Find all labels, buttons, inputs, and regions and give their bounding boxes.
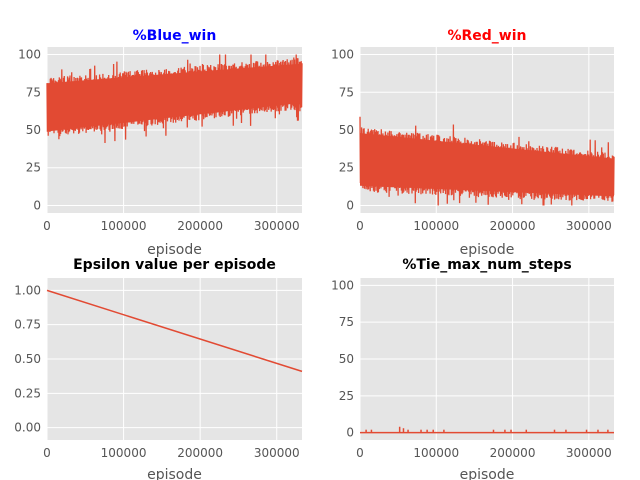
series-line <box>46 289 303 373</box>
y-tick-label: 75 <box>26 85 41 99</box>
x-tick-label: 0 <box>356 219 364 233</box>
x-tick-label: 200000 <box>490 219 536 233</box>
y-tick-label: 0.25 <box>14 386 41 400</box>
x-tick-label: 0 <box>43 446 51 460</box>
x-tick-label: 300000 <box>254 219 300 233</box>
y-tick-label: 0.00 <box>14 421 41 435</box>
x-tick-label: 100000 <box>101 446 147 460</box>
x-tick-label: 300000 <box>566 446 612 460</box>
chart-title: %Tie_max_num_steps <box>402 257 571 273</box>
y-tick-label: 100 <box>331 278 354 292</box>
x-tick-label: 300000 <box>254 446 300 460</box>
y-tick-label: 25 <box>339 389 354 403</box>
panel-tie-max-num-steps: 0 100000 200000 300000 0 25 50 75 100 %Tie_max_nu… <box>331 257 614 480</box>
chart-title: %Red_win <box>447 28 526 44</box>
y-tick-label: 1.00 <box>14 283 41 297</box>
y-tick-label: 100 <box>331 48 354 62</box>
y-tick-label: 100 <box>18 48 41 62</box>
chart-title: %Blue_win <box>133 28 217 44</box>
y-tick-label: 0 <box>33 198 41 212</box>
x-axis-label: episode <box>460 467 515 480</box>
x-tick-label: 100000 <box>413 446 459 460</box>
y-tick-label: 50 <box>339 123 354 137</box>
y-tick-label: 0.50 <box>14 352 41 366</box>
panel-epsilon: 0 100000 200000 300000 0.00 0.25 0.50 0.75 1.00 E… <box>14 257 303 480</box>
x-tick-label: 200000 <box>177 446 223 460</box>
panel-red-win: 0 100000 200000 300000 0 25 50 75 100 %Red_winepi… <box>331 28 615 258</box>
panel-blue-win: 0 100000 200000 300000 0 25 50 75 100 %Blue_winep… <box>18 28 303 258</box>
x-axis-label: episode <box>147 467 202 480</box>
x-tick-label: 200000 <box>490 446 536 460</box>
series-band <box>47 63 302 132</box>
x-tick-label: 100000 <box>413 219 459 233</box>
y-tick-label: 0 <box>346 198 354 212</box>
y-tick-label: 25 <box>26 161 41 175</box>
x-axis-label: episode <box>147 242 202 258</box>
y-tick-label: 0 <box>346 426 354 440</box>
y-tick-label: 25 <box>339 161 354 175</box>
x-tick-label: 300000 <box>566 219 612 233</box>
x-tick-label: 200000 <box>177 219 223 233</box>
series-band <box>360 133 614 197</box>
x-tick-label: 0 <box>356 446 364 460</box>
y-tick-label: 75 <box>339 85 354 99</box>
y-tick-label: 75 <box>339 315 354 329</box>
x-axis-label: episode <box>460 242 515 258</box>
y-tick-label: 50 <box>26 123 41 137</box>
chart-title: Epsilon value per episode <box>73 257 276 273</box>
x-tick-label: 100000 <box>101 219 147 233</box>
y-tick-label: 50 <box>339 352 354 366</box>
y-tick-label: 0.75 <box>14 318 41 332</box>
x-tick-label: 0 <box>43 219 51 233</box>
